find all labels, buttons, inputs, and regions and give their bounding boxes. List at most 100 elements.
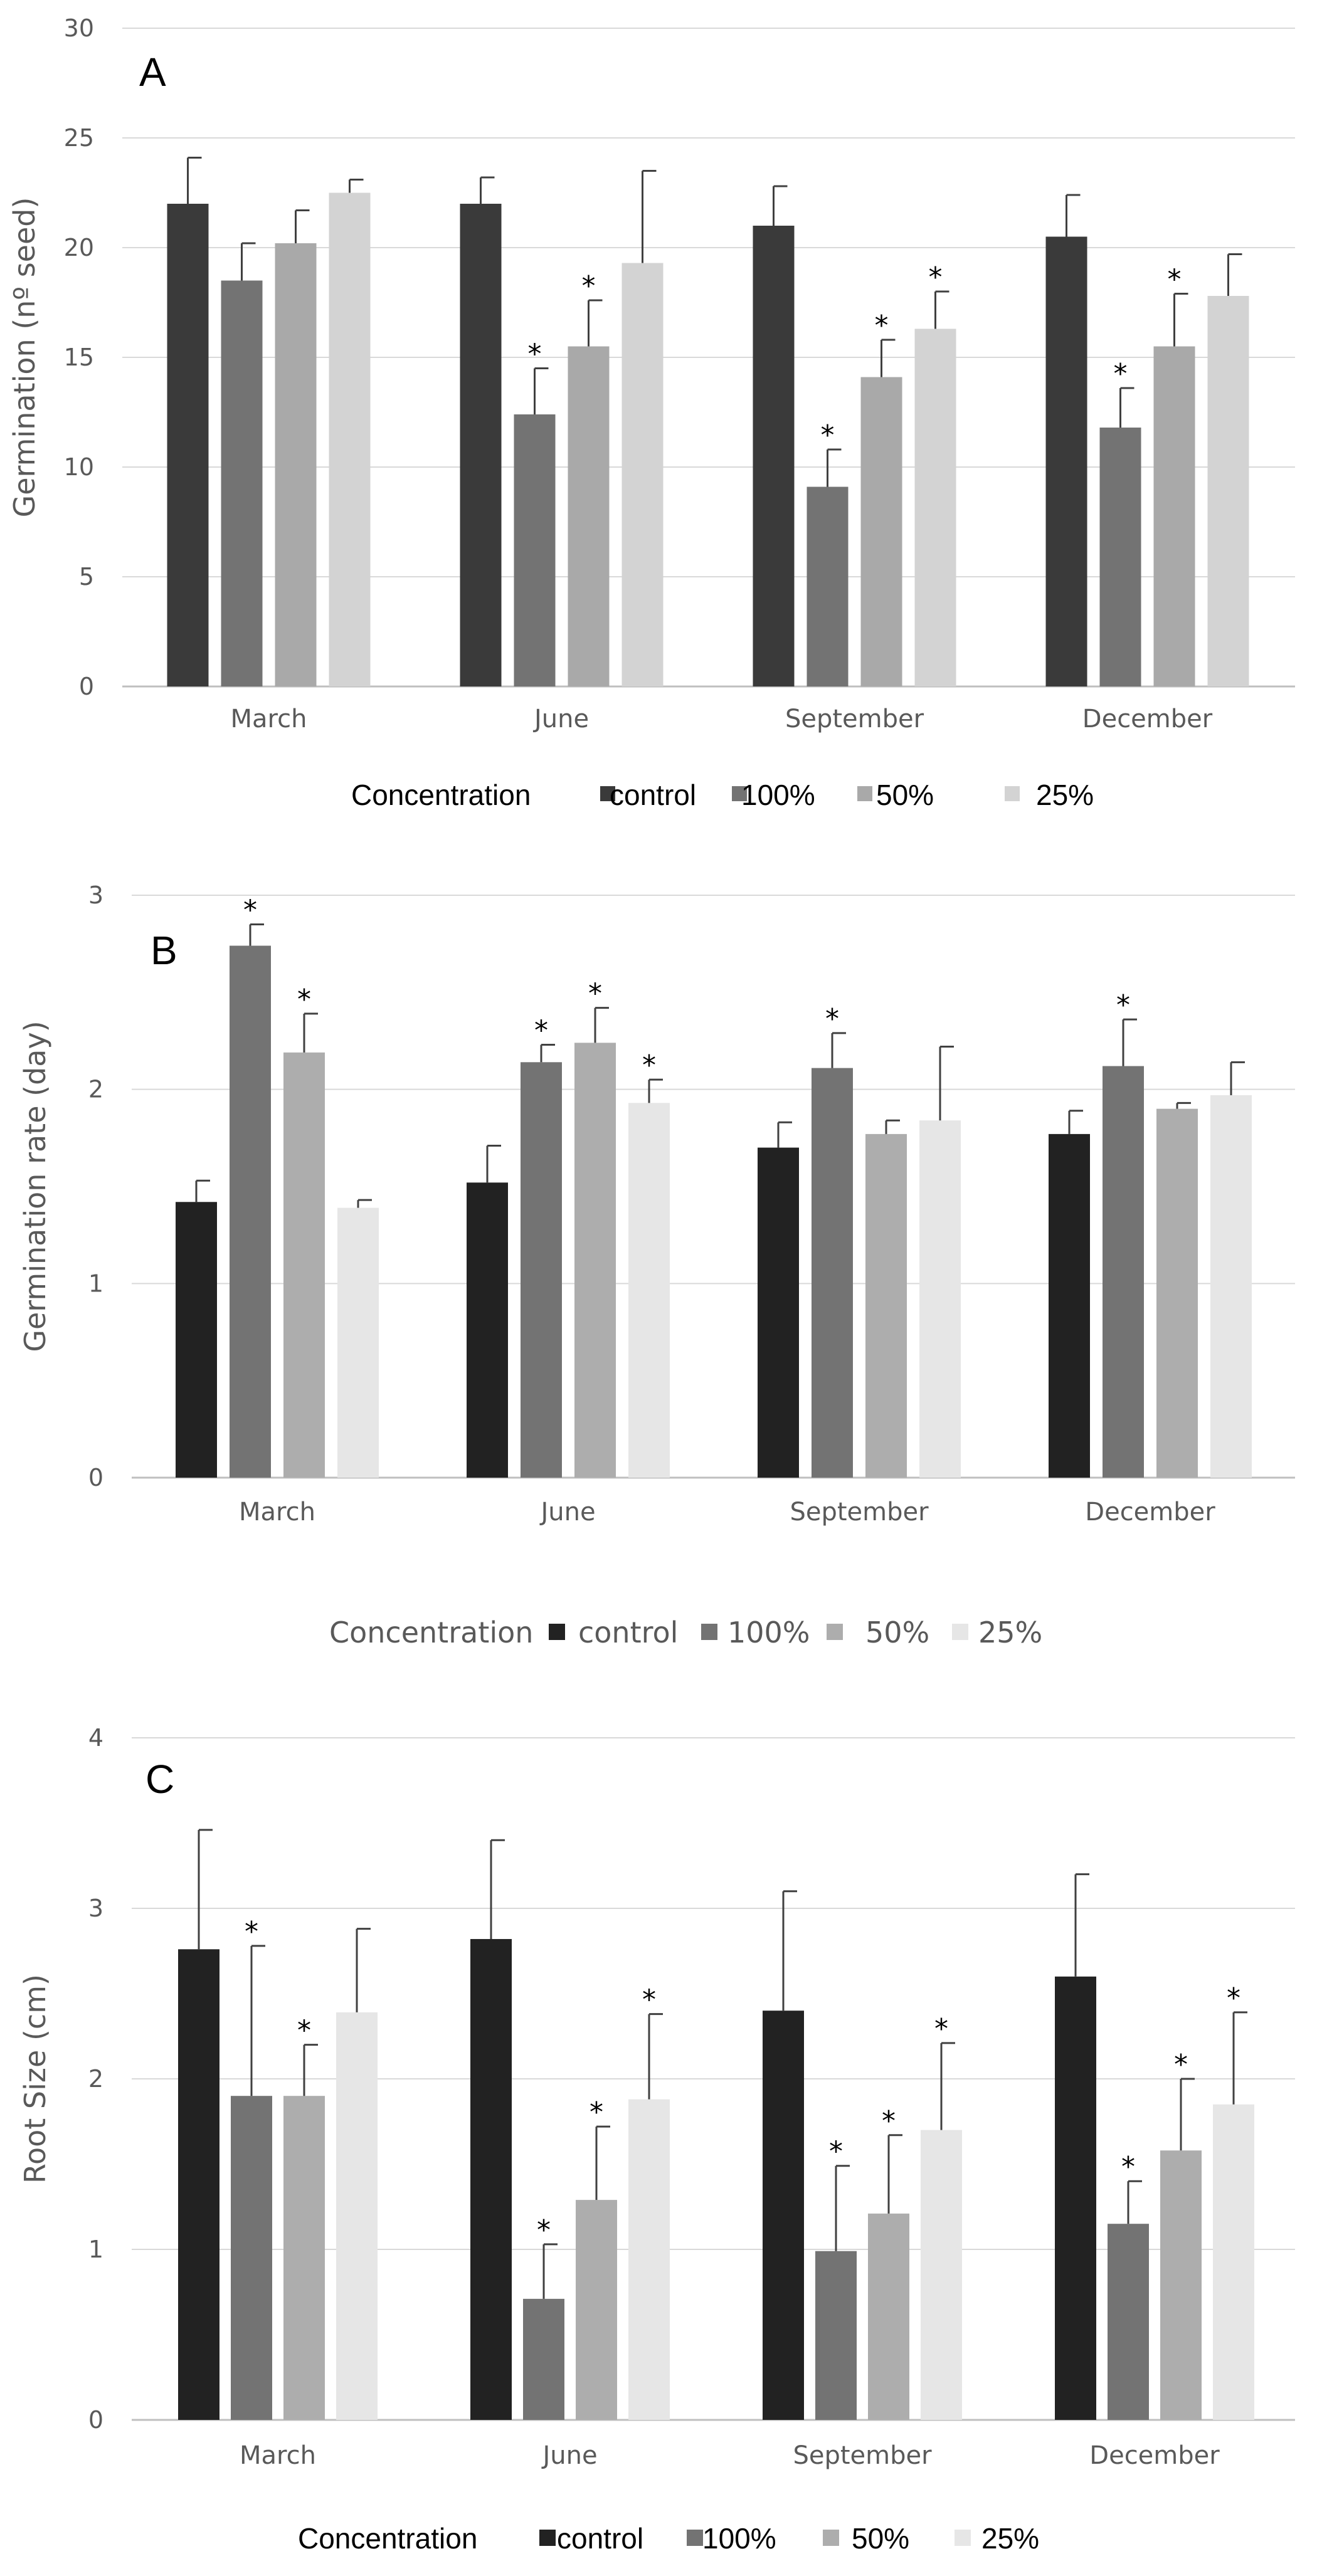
- legend-title: Concentration: [351, 779, 531, 811]
- bar-50pct-december: [1156, 1108, 1198, 1478]
- legend-label-25pct: 25%: [978, 1616, 1042, 1649]
- legend-label-50pct: 50%: [876, 779, 934, 811]
- bar-100pct-march: [221, 280, 263, 686]
- y-axis-label: Root Size (cm): [18, 1974, 52, 2184]
- significance-star: *: [528, 339, 542, 371]
- bar-25pct-september: [919, 1120, 961, 1478]
- bar-25pct-december: [1213, 2104, 1254, 2420]
- panel-letter: C: [145, 1757, 174, 1802]
- bar-25pct-december: [1207, 296, 1249, 686]
- bar-50pct-june: [568, 346, 610, 686]
- panel-letter: B: [151, 928, 177, 973]
- significance-star: *: [642, 1984, 656, 2016]
- bar-control-december: [1049, 1133, 1090, 1478]
- x-tick-label-december: December: [1089, 2441, 1220, 2470]
- legend-label-100pct: 100%: [727, 1616, 810, 1649]
- y-tick-label: 0: [88, 1464, 103, 1491]
- y-axis-label: Germination rate (day): [18, 1021, 52, 1352]
- y-tick-label: 2: [88, 1076, 103, 1103]
- significance-star: *: [243, 894, 257, 926]
- x-tick-label-september: September: [785, 705, 924, 733]
- y-tick-label: 10: [64, 453, 94, 481]
- x-tick-label-june: June: [539, 1498, 595, 1527]
- legend-label-50pct: 50%: [865, 1616, 929, 1649]
- significance-star: *: [642, 1049, 656, 1081]
- x-tick-label-september: September: [790, 1498, 929, 1527]
- bar-25pct-june: [628, 1103, 670, 1478]
- x-tick-label-september: September: [793, 2441, 932, 2470]
- y-tick-label: 15: [64, 344, 94, 371]
- significance-star: *: [297, 984, 311, 1016]
- bar-control-december: [1045, 236, 1087, 686]
- legend-swatch-25pct: [955, 2530, 971, 2546]
- legend-swatch-25pct: [952, 1624, 968, 1640]
- bar-25pct-march: [336, 2012, 378, 2420]
- significance-star: *: [1114, 358, 1128, 390]
- bar-100pct-june: [514, 414, 556, 686]
- y-tick-label: 0: [88, 2406, 103, 2434]
- significance-star: *: [588, 978, 602, 1010]
- significance-star: *: [1116, 989, 1130, 1021]
- bar-control-june: [460, 204, 502, 686]
- legend-title: Concentration: [298, 2522, 477, 2555]
- legend-swatch-50pct: [827, 1624, 843, 1640]
- significance-star: *: [1227, 1982, 1240, 2014]
- significance-star: *: [297, 2015, 311, 2047]
- bar-control-september: [753, 226, 795, 686]
- significance-star: *: [582, 270, 596, 302]
- bar-control-june: [467, 1182, 508, 1478]
- y-tick-label: 3: [88, 1895, 103, 1922]
- x-tick-label-june: June: [532, 705, 589, 733]
- significance-star: *: [825, 1003, 839, 1035]
- legend-label-control: control: [578, 1616, 678, 1649]
- significance-star: *: [929, 261, 943, 293]
- bar-100pct-march: [230, 945, 271, 1478]
- significance-star: *: [1168, 264, 1182, 296]
- y-tick-label: 3: [88, 881, 103, 909]
- bar-25pct-march: [337, 1207, 379, 1478]
- bar-100pct-september: [815, 2251, 857, 2420]
- significance-star: *: [1121, 2151, 1135, 2183]
- legend-swatch-50pct: [857, 786, 872, 801]
- legend-label-control: control: [610, 779, 696, 811]
- bar-100pct-december: [1103, 1066, 1144, 1478]
- panel-letter: A: [139, 50, 166, 95]
- bar-25pct-june: [621, 263, 664, 686]
- significance-star: *: [590, 2096, 603, 2128]
- bar-50pct-june: [574, 1043, 616, 1478]
- bar-control-march: [167, 204, 209, 686]
- bar-25pct-september: [921, 2130, 962, 2420]
- legend-label-control: control: [557, 2522, 643, 2555]
- bar-control-march: [178, 1949, 220, 2420]
- legend-title: Concentration: [329, 1616, 533, 1649]
- legend-swatch-control: [549, 1624, 565, 1640]
- significance-star: *: [1174, 2049, 1188, 2081]
- y-tick-label: 25: [64, 124, 94, 152]
- bar-100pct-september: [807, 486, 849, 686]
- bar-control-june: [470, 1938, 512, 2420]
- bar-50pct-september: [860, 377, 902, 686]
- legend-swatch-25pct: [1005, 786, 1020, 801]
- y-axis-label: Germination (nº seed): [8, 197, 41, 518]
- bar-control-march: [176, 1202, 217, 1478]
- legend-label-25pct: 25%: [1036, 779, 1094, 811]
- bar-100pct-december: [1108, 2224, 1149, 2420]
- y-tick-label: 4: [88, 1724, 103, 1752]
- chart-panel-c: 0 1 2 3 4 C Root Size (cm) * * March * * * June * * * Sep…: [18, 1724, 1295, 2555]
- significance-star: *: [245, 1916, 258, 1948]
- bar-25pct-june: [628, 2099, 670, 2420]
- legend-label-25pct: 25%: [981, 2522, 1039, 2555]
- bar-25pct-september: [914, 329, 956, 686]
- legend-label-100pct: 100%: [741, 779, 815, 811]
- legend-swatch-100pct: [687, 2530, 703, 2546]
- x-tick-label-march: March: [231, 705, 307, 733]
- bar-100pct-june: [523, 2298, 564, 2420]
- significance-star: *: [934, 2013, 948, 2045]
- x-tick-label-june: June: [541, 2441, 597, 2470]
- bar-100pct-march: [231, 2096, 272, 2420]
- chart-panel-b: 0 1 2 3 B Germination rate (day) * * March * * * Jun…: [18, 881, 1295, 1649]
- significance-star: *: [534, 1014, 548, 1046]
- bar-50pct-march: [283, 1052, 325, 1478]
- bar-50pct-december: [1153, 346, 1195, 686]
